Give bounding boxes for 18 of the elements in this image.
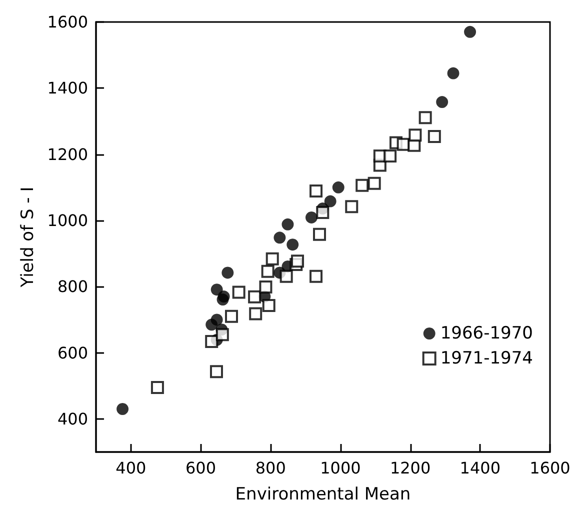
x-tick-label: 1000	[320, 458, 361, 478]
x-tick-label: 1600	[530, 458, 570, 478]
y-tick-label: 600	[57, 343, 88, 362]
x-tick-label: 800	[255, 458, 286, 478]
legend-label: 1966-1970	[440, 324, 534, 344]
y-axis-title: Yield of S - I	[18, 186, 38, 288]
legend-label: 1971-1974	[440, 348, 534, 368]
y-tick-label: 1400	[47, 78, 88, 98]
x-tick-label: 600	[185, 458, 216, 478]
y-tick-label: 800	[57, 277, 88, 296]
y-tick-label: 1000	[47, 210, 88, 230]
x-tick-label: 400	[116, 458, 146, 478]
y-tick-label: 1600	[47, 12, 88, 32]
y-tick-label: 1200	[47, 144, 88, 164]
x-axis-title: Environmental Mean	[235, 484, 411, 504]
x-tick-label: 1400	[460, 458, 501, 478]
y-tick-label: 400	[57, 409, 88, 428]
x-tick-label: 1200	[390, 458, 431, 478]
